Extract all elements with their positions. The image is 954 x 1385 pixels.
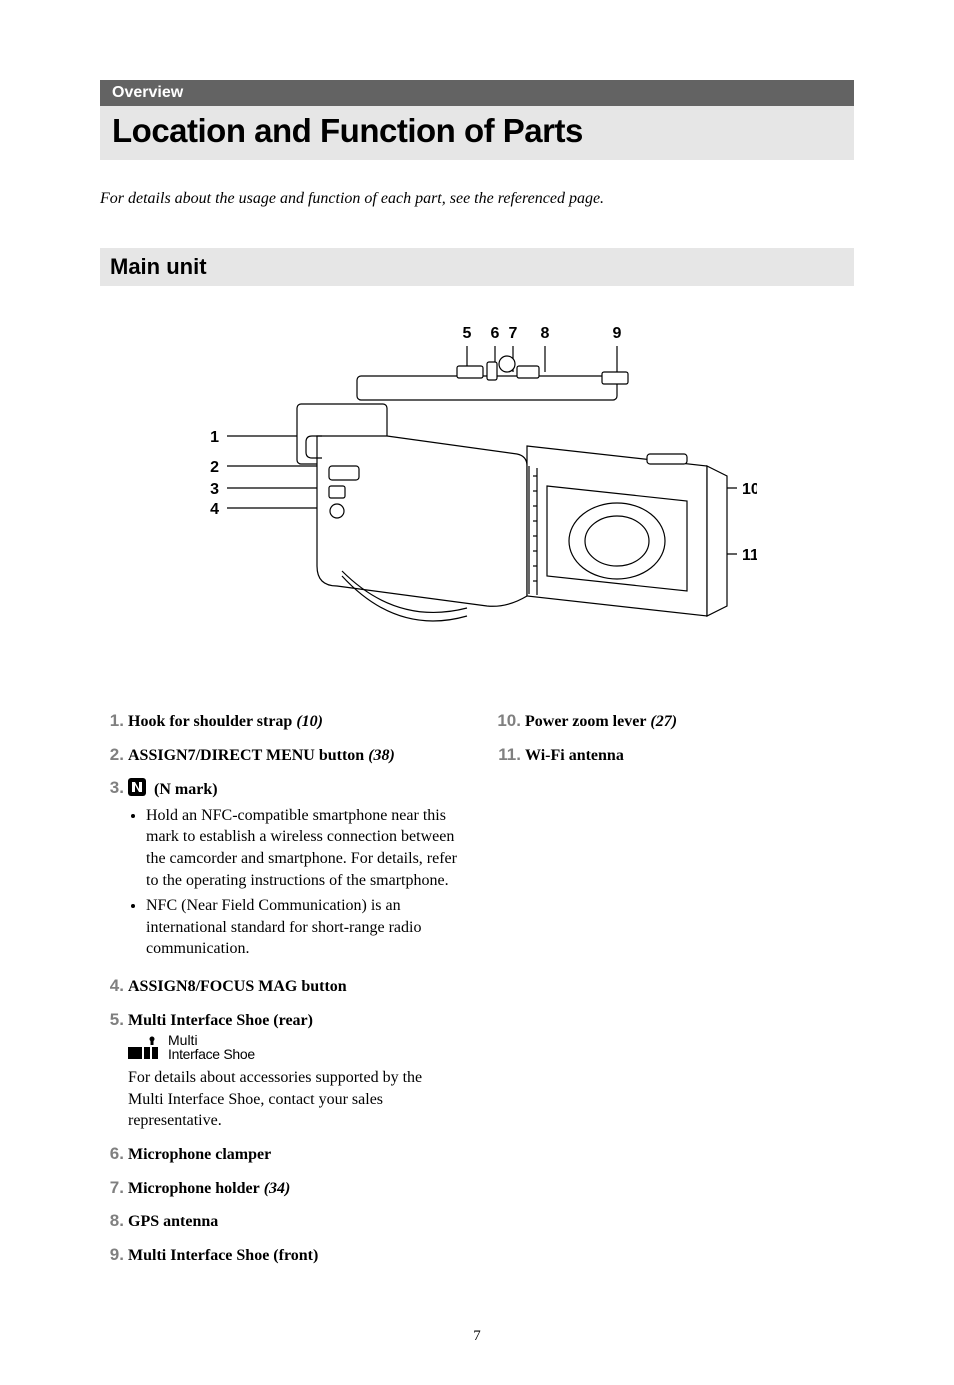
item-label: ASSIGN7/DIRECT MENU button: [128, 747, 364, 764]
svg-text:7: 7: [509, 325, 518, 342]
item-number: 8: [100, 1211, 128, 1231]
multi-interface-shoe-icon: [128, 1035, 164, 1061]
overview-header-bar: Overview: [100, 80, 854, 106]
svg-text:6: 6: [491, 325, 500, 342]
item-number: 9: [100, 1245, 128, 1265]
item-body: Power zoom lever (27): [525, 711, 854, 733]
page: Overview Location and Function of Parts …: [0, 0, 954, 1385]
overview-label: Overview: [112, 84, 183, 101]
item-number: 6: [100, 1144, 128, 1164]
section-main-unit-label: Main unit: [100, 248, 854, 286]
svg-text:10: 10: [742, 481, 757, 498]
parts-list-item: 10Power zoom lever (27): [497, 711, 854, 733]
page-title: Location and Function of Parts: [112, 112, 842, 150]
item-number: 4: [100, 976, 128, 996]
item-label: Multi Interface Shoe (front): [128, 1247, 318, 1264]
svg-text:11: 11: [742, 547, 757, 564]
item-number: 2: [100, 745, 128, 765]
item-label: ASSIGN8/FOCUS MAG button: [128, 978, 347, 995]
parts-list-item: 7Microphone holder (34): [100, 1178, 457, 1200]
item-page-ref: (10): [296, 713, 323, 730]
nmark-icon: [128, 778, 146, 796]
item-label: (N mark): [154, 781, 218, 798]
diagram-container: 5 67 8 9 1 2 3 4 10 11: [100, 316, 854, 661]
page-number: 7: [100, 1328, 854, 1345]
item-page-ref: (27): [650, 713, 677, 730]
column-right: 10Power zoom lever (27)11Wi-Fi antenna: [497, 711, 854, 1278]
item-number: 5: [100, 1010, 128, 1030]
item-description: For details about accessories supported …: [128, 1067, 457, 1132]
item-bullets: Hold an NFC-compatible smartphone near t…: [128, 805, 457, 960]
parts-list-item: 5Multi Interface Shoe (rear) Multi Inter…: [100, 1010, 457, 1132]
item-label: Power zoom lever: [525, 713, 646, 730]
parts-list-item: 9Multi Interface Shoe (front): [100, 1245, 457, 1267]
item-label: Wi-Fi antenna: [525, 747, 624, 764]
column-left: 1Hook for shoulder strap (10)2ASSIGN7/DI…: [100, 711, 457, 1278]
item-label: GPS antenna: [128, 1213, 218, 1230]
item-body: GPS antenna: [128, 1211, 457, 1233]
svg-text:1: 1: [210, 429, 219, 446]
item-body: ASSIGN8/FOCUS MAG button: [128, 976, 457, 998]
svg-text:3: 3: [210, 481, 219, 498]
item-label: Multi Interface Shoe (rear): [128, 1012, 313, 1029]
parts-list-item: 4ASSIGN8/FOCUS MAG button: [100, 976, 457, 998]
item-body: Wi-Fi antenna: [525, 745, 854, 767]
item-bullet: NFC (Near Field Communication) is an int…: [146, 895, 457, 960]
parts-list-item: 3 (N mark) Hold an NFC-compatible smartph…: [100, 778, 457, 964]
camera-body: [297, 356, 727, 621]
svg-text:5: 5: [463, 325, 472, 342]
svg-text:2: 2: [210, 459, 219, 476]
item-number: 7: [100, 1178, 128, 1198]
item-number: 11: [497, 745, 525, 765]
svg-text:8: 8: [541, 325, 550, 342]
mi-logo-text: Multi Interface Shoe: [168, 1033, 255, 1061]
parts-list-item: 1Hook for shoulder strap (10): [100, 711, 457, 733]
svg-text:4: 4: [210, 501, 219, 518]
item-number: 1: [100, 711, 128, 731]
svg-text:9: 9: [613, 325, 622, 342]
intro-text: For details about the usage and function…: [100, 190, 854, 208]
item-body: Multi Interface Shoe (rear) Multi Interf…: [128, 1010, 457, 1132]
item-label: Hook for shoulder strap: [128, 713, 292, 730]
item-body: ASSIGN7/DIRECT MENU button (38): [128, 745, 457, 767]
parts-list-item: 8GPS antenna: [100, 1211, 457, 1233]
item-body: Multi Interface Shoe (front): [128, 1245, 457, 1267]
item-bullet: Hold an NFC-compatible smartphone near t…: [146, 805, 457, 891]
item-label: Microphone holder: [128, 1180, 260, 1197]
item-body: Hook for shoulder strap (10): [128, 711, 457, 733]
item-number: 10: [497, 711, 525, 731]
item-number: 3: [100, 778, 128, 798]
mi-logo-row: Multi Interface Shoe: [128, 1031, 457, 1063]
item-page-ref: (34): [264, 1180, 291, 1197]
item-page-ref: (38): [368, 747, 395, 764]
item-body: Microphone holder (34): [128, 1178, 457, 1200]
parts-list-item: 6Microphone clamper: [100, 1144, 457, 1166]
page-title-bar: Location and Function of Parts: [100, 106, 854, 160]
item-label: Microphone clamper: [128, 1146, 271, 1163]
item-body: (N mark) Hold an NFC-compatible smartphon…: [128, 778, 457, 964]
parts-list-item: 2ASSIGN7/DIRECT MENU button (38): [100, 745, 457, 767]
item-columns: 1Hook for shoulder strap (10)2ASSIGN7/DI…: [100, 711, 854, 1278]
item-body: Microphone clamper: [128, 1144, 457, 1166]
parts-list-item: 11Wi-Fi antenna: [497, 745, 854, 767]
camcorder-diagram: 5 67 8 9 1 2 3 4 10 11: [197, 316, 757, 656]
